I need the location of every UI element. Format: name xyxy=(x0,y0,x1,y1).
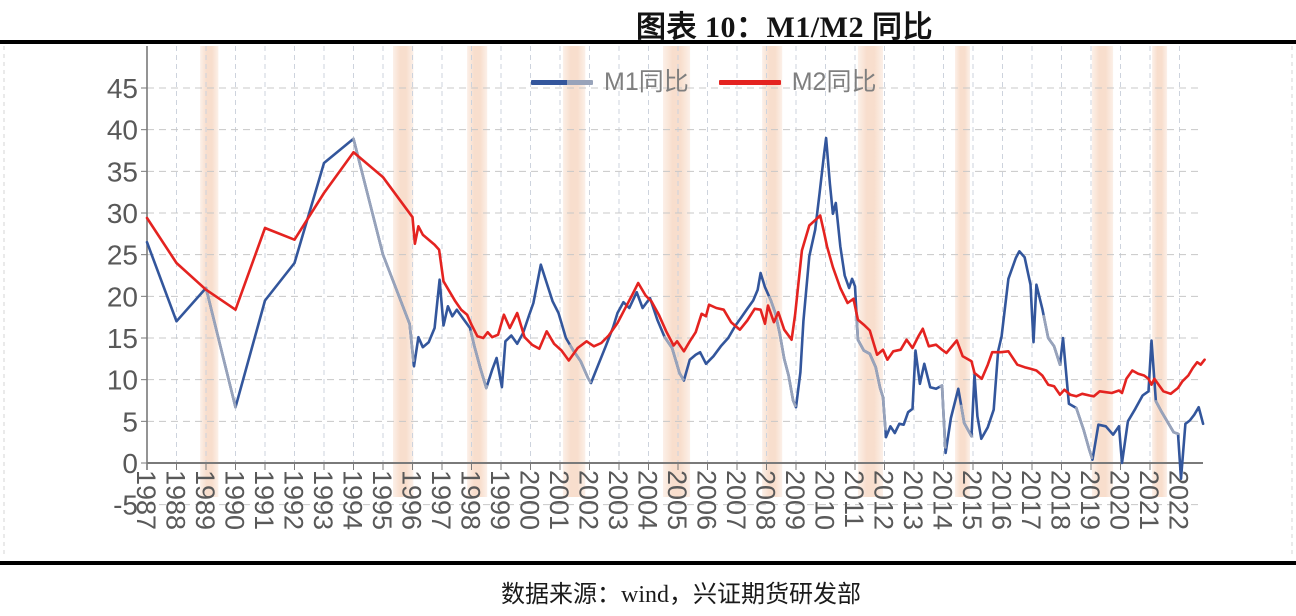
series-m2 xyxy=(145,150,1206,398)
x-tick-label: 1997 xyxy=(426,470,456,530)
y-tick-label: 5 xyxy=(122,406,138,437)
m1-line-gray-segment xyxy=(768,295,797,408)
x-axis-labels: 1987 1988 1989 1990 1991 1992 1993 1994 1995 1996… xyxy=(131,470,1194,530)
x-tick-label: 2020 xyxy=(1105,470,1135,530)
m1-line-gray-segment xyxy=(959,404,973,438)
x-tick-label: 2016 xyxy=(987,470,1017,530)
highlight-band xyxy=(857,46,883,497)
highlight-bands xyxy=(200,46,1168,497)
x-tick-label: 2015 xyxy=(957,470,987,530)
y-axis-labels: 45 40 35 30 25 20 15 10 5 0 -5 xyxy=(107,73,138,521)
x-tick-label: 1999 xyxy=(485,470,515,530)
x-tick-label: 2003 xyxy=(603,470,633,530)
x-tick-label: 2006 xyxy=(692,470,722,530)
highlight-band xyxy=(393,46,414,497)
highlight-band xyxy=(1152,46,1168,497)
m1-line-gray-segment xyxy=(1075,406,1094,460)
x-tick-label: 2011 xyxy=(839,470,869,528)
highlight-band xyxy=(955,46,970,497)
highlight-band xyxy=(1091,46,1114,497)
page-title: 图表 10：M1/M2 同比 xyxy=(636,11,933,44)
gridlines xyxy=(146,46,1203,506)
x-tick-label: 1989 xyxy=(190,470,220,530)
x-tick-label: 2001 xyxy=(544,470,574,530)
axes xyxy=(141,46,1180,470)
top-divider xyxy=(0,40,1296,44)
canvas-edges xyxy=(3,46,1293,558)
x-tick-label: 1991 xyxy=(249,470,279,530)
x-tick-label: 1988 xyxy=(161,470,191,530)
x-tick-label: 1996 xyxy=(397,470,427,530)
series-m1 xyxy=(145,136,1205,481)
y-tick-label: 35 xyxy=(107,156,138,187)
m1-line-gray-segment xyxy=(469,330,489,390)
bottom-divider xyxy=(0,561,1296,565)
x-tick-label: 1987 xyxy=(131,470,161,530)
highlight-band xyxy=(562,46,586,497)
legend-item-m2: M2同比 xyxy=(718,68,877,96)
x-tick-label: 2018 xyxy=(1046,470,1076,530)
m1-line-gray-segment xyxy=(663,335,685,381)
x-tick-label: 1998 xyxy=(456,470,486,530)
y-tick-label: 25 xyxy=(107,240,138,271)
highlight-band xyxy=(467,46,488,497)
x-tick-label: 2022 xyxy=(1164,470,1194,530)
y-tick-label: 0 xyxy=(122,448,138,479)
y-tick-label: 40 xyxy=(107,115,138,146)
x-tick-label: 2002 xyxy=(574,470,604,530)
m1-line-gray-segment xyxy=(855,311,887,431)
m1-line-swatch-icon xyxy=(531,80,593,85)
x-tick-label: 1994 xyxy=(338,470,368,530)
m1-line-gray-segment xyxy=(1154,400,1180,436)
x-tick-label: 2017 xyxy=(1016,470,1046,530)
y-tick-label: -5 xyxy=(113,490,138,521)
highlight-band xyxy=(663,46,691,497)
x-tick-label: 2009 xyxy=(780,470,810,530)
y-tick-label: 15 xyxy=(107,323,138,354)
y-tick-label: 30 xyxy=(107,198,138,229)
m1-line-gray-segment xyxy=(1042,314,1062,366)
x-tick-label: 1995 xyxy=(367,470,397,530)
y-tick-label: 10 xyxy=(107,365,138,396)
m2-line xyxy=(145,150,1206,398)
x-tick-label: 1993 xyxy=(308,470,338,530)
x-tick-label: 2004 xyxy=(633,470,663,530)
m2-line-swatch-icon xyxy=(718,80,781,85)
y-tick-label: 45 xyxy=(107,73,138,104)
legend-label-m2: M2同比 xyxy=(791,68,877,96)
x-tick-label: 2000 xyxy=(515,470,545,530)
m1-line-gray-segment xyxy=(939,384,947,449)
m1-line-gray-segment xyxy=(204,286,237,409)
x-tick-label: 2008 xyxy=(751,470,781,530)
m1-line-gray-segment xyxy=(352,137,415,362)
m1-line xyxy=(145,136,1205,481)
y-tick-label: 20 xyxy=(107,281,138,312)
x-tick-label: 2010 xyxy=(810,470,840,530)
x-tick-label: 2005 xyxy=(662,470,692,530)
x-tick-label: 1992 xyxy=(279,470,309,530)
legend-item-m1: M1同比 xyxy=(531,70,689,95)
legend-label-m1: M1同比 xyxy=(604,68,689,96)
x-tick-label: 2019 xyxy=(1075,470,1105,530)
x-tick-label: 2013 xyxy=(898,470,928,530)
highlight-band xyxy=(200,46,219,497)
chart-legend: M1同比 M2同比 xyxy=(531,70,876,95)
data-source-note: 数据来源：wind，兴证期货研发部 xyxy=(501,582,861,608)
x-tick-label: 1990 xyxy=(220,470,250,530)
x-tick-label: 2012 xyxy=(869,470,899,530)
x-tick-label: 2007 xyxy=(721,470,751,530)
highlight-band xyxy=(762,46,783,497)
x-tick-label: 2021 xyxy=(1134,470,1164,530)
x-tick-label: 2014 xyxy=(928,470,958,530)
m1-line-gray-segment xyxy=(569,344,592,384)
